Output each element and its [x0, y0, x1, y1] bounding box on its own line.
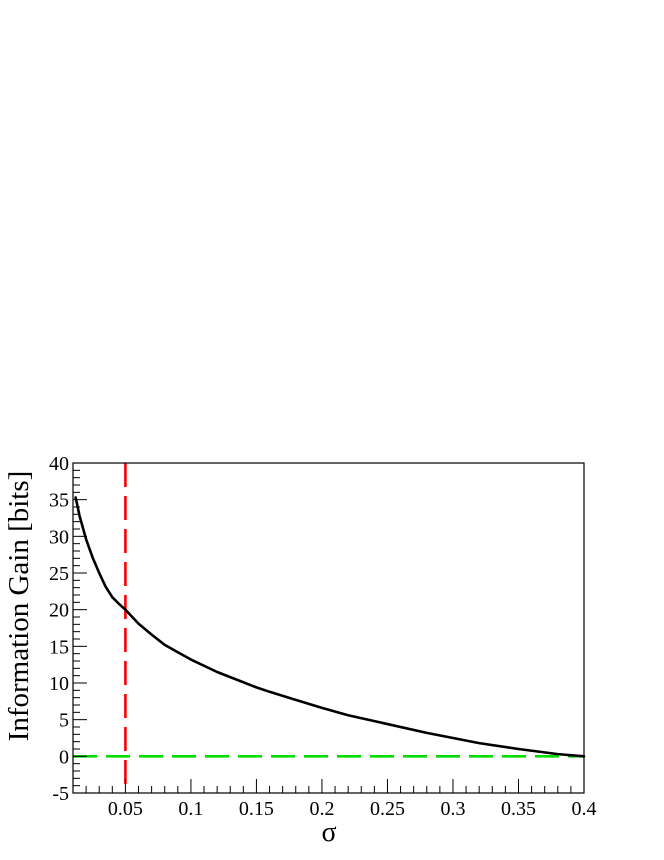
- y-tick-label: -5: [52, 783, 69, 805]
- x-tick-label: 0.25: [370, 798, 405, 820]
- x-tick-label: 0.05: [108, 798, 143, 820]
- y-tick-label: 15: [49, 636, 69, 658]
- y-tick-label: 5: [59, 710, 69, 732]
- x-tick-label: 0.4: [572, 798, 597, 820]
- y-tick-label: 0: [59, 746, 69, 768]
- y-axis-label: Information Gain [bits]: [3, 471, 35, 742]
- x-tick-label: 0.2: [309, 798, 334, 820]
- x-axis-label: σ: [321, 817, 336, 848]
- x-tick-label: 0.1: [178, 798, 203, 820]
- y-tick-label: 20: [49, 600, 69, 622]
- x-tick-label: 0.3: [440, 798, 465, 820]
- y-tick-label: 10: [49, 673, 69, 695]
- y-tick-label: 35: [49, 490, 69, 512]
- x-tick-label: 0.15: [239, 798, 274, 820]
- y-tick-label: 25: [49, 563, 69, 585]
- series-line: [74, 496, 586, 758]
- plot-area: [73, 463, 586, 793]
- x-tick-label: 0.35: [501, 798, 536, 820]
- axes: 0.05 0.1 0.15 0.2 0.25 0.3 0.35 0.4 -5 0 5 10 15 20 25…: [49, 453, 597, 820]
- y-tick-label: 40: [49, 453, 69, 475]
- plot-frame: [72, 462, 585, 794]
- y-tick-label: 30: [49, 526, 69, 548]
